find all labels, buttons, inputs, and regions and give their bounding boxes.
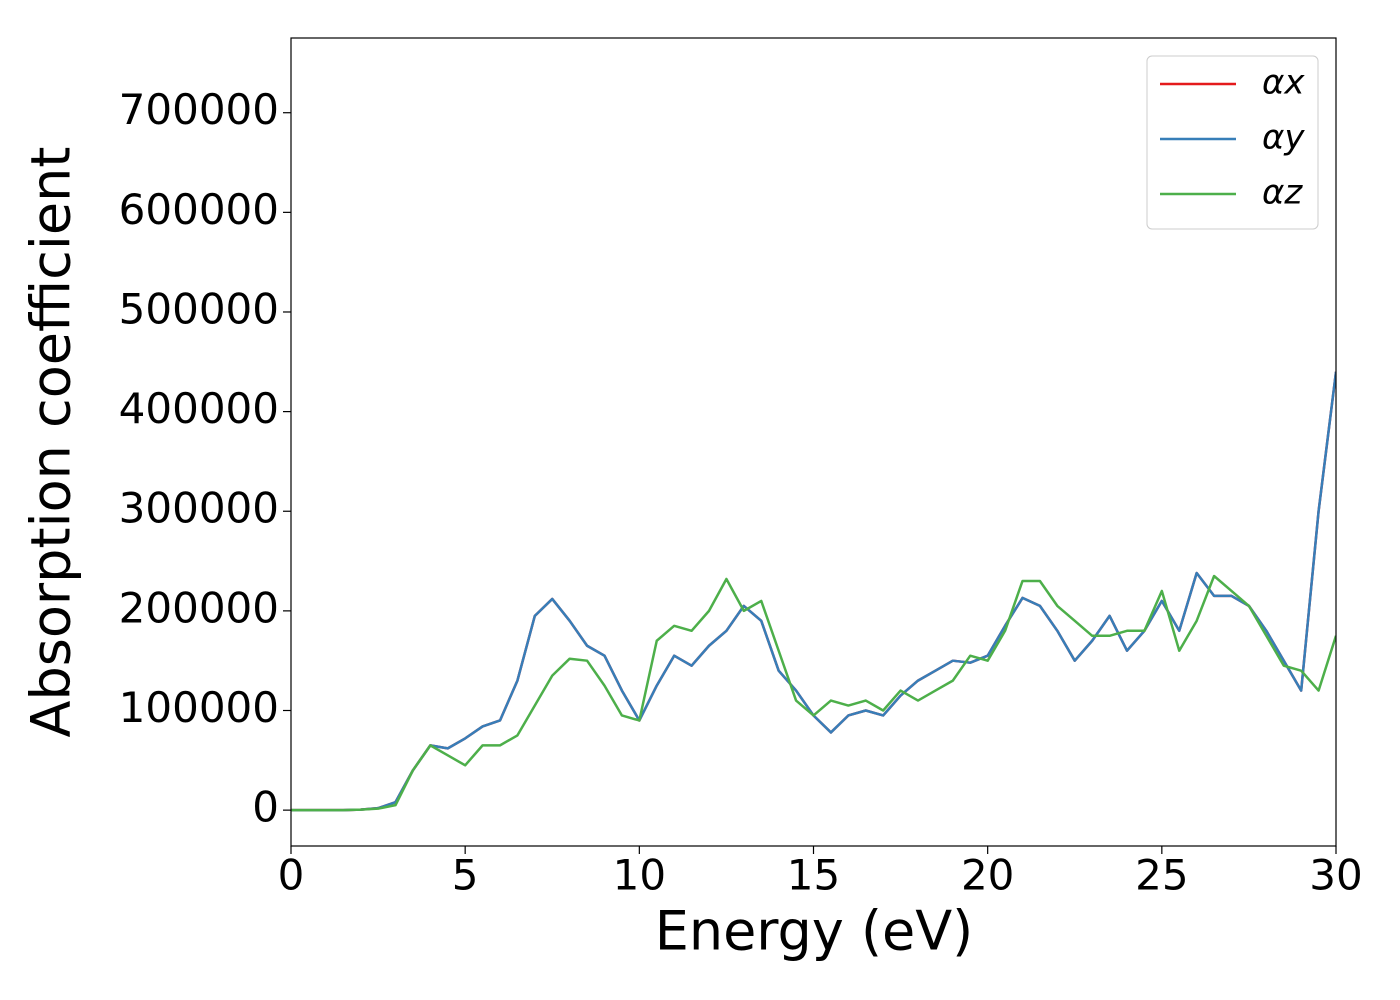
y-axis-label: Absorption coefficient	[20, 147, 83, 738]
legend-label: αy	[1262, 118, 1305, 158]
x-axis-label: Energy (eV)	[655, 900, 974, 963]
x-tick-label: 30	[1309, 851, 1362, 900]
y-tick-label: 700000	[119, 85, 279, 134]
y-tick-label: 100000	[119, 683, 279, 732]
x-tick-label: 20	[961, 851, 1014, 900]
y-tick-label: 600000	[119, 185, 279, 234]
y-tick-label: 200000	[119, 583, 279, 632]
legend-box	[1146, 55, 1319, 230]
x-tick-label: 5	[452, 851, 479, 900]
plot-frame	[290, 37, 1337, 847]
x-tick-label: 0	[278, 851, 305, 900]
legend-label: αz	[1262, 173, 1303, 213]
x-tick-label: 25	[1135, 851, 1188, 900]
y-tick-label: 500000	[119, 284, 279, 333]
x-tick-label: 15	[787, 851, 840, 900]
y-tick-label: 0	[252, 783, 279, 832]
series-line	[291, 371, 1336, 812]
legend-label: αx	[1262, 63, 1305, 103]
series-line	[291, 371, 1336, 812]
x-tick-label: 10	[613, 851, 666, 900]
y-tick-label: 400000	[119, 384, 279, 433]
series-line	[291, 574, 1336, 812]
y-tick-label: 300000	[119, 484, 279, 533]
